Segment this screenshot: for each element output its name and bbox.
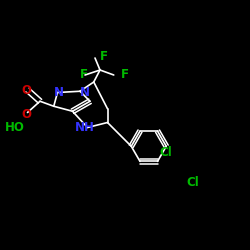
Text: N: N <box>54 86 64 99</box>
Text: HO: HO <box>5 121 25 134</box>
Text: O: O <box>21 108 31 122</box>
Text: F: F <box>100 50 108 63</box>
Text: F: F <box>80 68 88 82</box>
Text: Cl: Cl <box>160 146 172 159</box>
Text: N: N <box>80 86 90 99</box>
Text: F: F <box>121 68 129 82</box>
Text: Cl: Cl <box>186 176 199 189</box>
Text: NH: NH <box>75 121 95 134</box>
Text: O: O <box>21 84 31 96</box>
